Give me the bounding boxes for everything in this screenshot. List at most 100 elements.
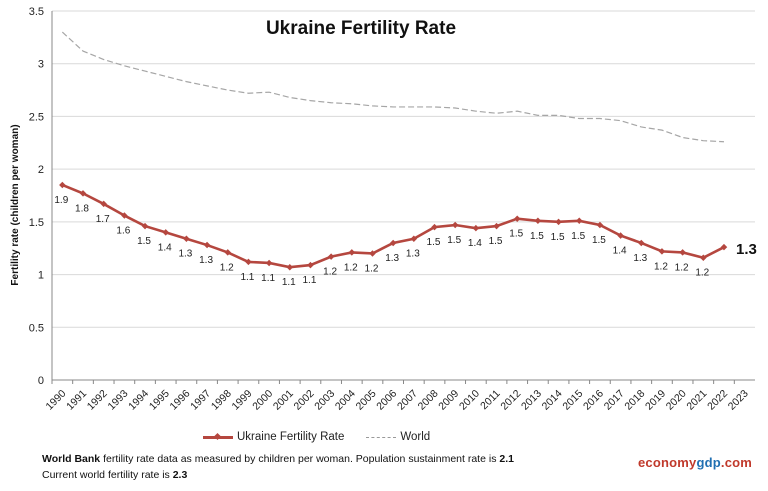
- x-tick-label: 2015: [560, 388, 585, 413]
- chart-title: Ukraine Fertility Rate: [266, 18, 456, 39]
- x-tick-label: 2002: [292, 388, 317, 413]
- ukraine-point: [203, 241, 211, 249]
- x-tick-label: 2014: [540, 388, 565, 413]
- legend-label-ukraine: Ukraine Fertility Rate: [237, 431, 345, 443]
- ukraine-point: [327, 253, 335, 260]
- x-tick-label: 2008: [416, 388, 441, 413]
- x-tick-label: 2023: [726, 388, 751, 413]
- ukraine-series: [59, 181, 728, 271]
- data-label: 1.3: [385, 253, 399, 264]
- data-label: 1.9: [54, 195, 68, 206]
- world-line-swatch: [366, 436, 397, 438]
- data-label: 1.1: [261, 273, 275, 284]
- ukraine-point: [472, 224, 480, 232]
- data-label: 1.5: [489, 236, 503, 247]
- world-series: [61, 31, 725, 143]
- footnote-line-2: Current world fertility rate is 2.3: [42, 469, 187, 481]
- x-tick-label: 1992: [85, 388, 110, 413]
- brand-logo: economygdp.com: [638, 455, 752, 470]
- data-label: 1.3: [406, 249, 420, 260]
- data-label: 1.7: [96, 214, 110, 225]
- data-label: 1.5: [592, 235, 606, 246]
- data-label: 1.3: [178, 249, 192, 260]
- x-tick-label: 2005: [354, 388, 379, 413]
- data-label: 1.5: [551, 232, 565, 243]
- ukraine-point: [265, 259, 273, 267]
- x-tick-label: 2007: [395, 388, 420, 413]
- ukraine-point: [224, 249, 232, 256]
- x-tick-label: 2006: [374, 388, 399, 413]
- x-tick-label: 1997: [188, 388, 213, 413]
- data-label: 1.2: [365, 263, 379, 274]
- data-label: 1.3: [199, 255, 213, 266]
- world-line: [61, 31, 725, 143]
- ukraine-point: [141, 222, 149, 230]
- ukraine-point: [431, 223, 438, 231]
- x-tick-label: 2018: [622, 388, 647, 413]
- data-label: 1.2: [323, 267, 337, 278]
- ukraine-point: [79, 190, 87, 197]
- ukraine-point: [575, 217, 583, 225]
- x-tick-label: 2001: [271, 388, 296, 413]
- data-label: 1.5: [530, 231, 544, 242]
- ukraine-point: [534, 217, 542, 225]
- data-labels: 1.9 1.8 1.7 1.6 1.5 1.4 1.3 1.3 1.2 1.1 1.1 1.1 1.1 1…: [54, 195, 709, 288]
- data-label: 1.2: [695, 268, 709, 279]
- y-tick-label: 3.5: [29, 6, 44, 18]
- footnote-line-1: World Bank fertility rate data as measur…: [42, 453, 514, 465]
- data-label: 1.5: [447, 235, 461, 246]
- ukraine-point: [307, 261, 314, 269]
- data-label: 1.4: [158, 242, 172, 253]
- x-tick-label: 1999: [230, 388, 255, 413]
- y-tick-label: 1.5: [29, 217, 44, 229]
- ukraine-point: [348, 249, 356, 256]
- x-tick-label: 2017: [602, 388, 627, 413]
- ukraine-point: [389, 239, 397, 247]
- data-label: 1.1: [282, 277, 296, 288]
- x-tick-label: 2022: [705, 388, 730, 413]
- data-label: 1.5: [427, 237, 441, 248]
- data-label: 1.8: [75, 203, 89, 214]
- data-label: 1.6: [116, 226, 130, 237]
- x-tick-label: 1996: [168, 388, 193, 413]
- ukraine-point: [617, 232, 624, 239]
- sustainment-rate-value: 2.1: [499, 453, 514, 465]
- ukraine-point: [720, 243, 728, 251]
- ukraine-point: [121, 212, 128, 219]
- y-tick-label: 0: [38, 375, 44, 387]
- ukraine-point: [679, 249, 686, 256]
- x-tick-label: 1991: [64, 388, 89, 413]
- ukraine-point: [410, 235, 418, 242]
- data-label: 1.2: [675, 262, 689, 273]
- data-label: 1.1: [303, 275, 317, 286]
- legend-item-ukraine: Ukraine Fertility Rate: [203, 431, 344, 443]
- x-tick-label: 2003: [312, 388, 337, 413]
- legend: Ukraine Fertility Rate World: [203, 431, 452, 443]
- x-tick-label: 2020: [664, 388, 689, 413]
- footnote-text-1: fertility rate data as measured by child…: [100, 453, 500, 465]
- x-tick-label: 2010: [457, 388, 482, 413]
- data-label: 1.2: [344, 262, 358, 273]
- legend-item-world: World: [366, 431, 430, 443]
- y-tick-label: 0.5: [29, 322, 44, 334]
- world-rate-value: 2.3: [172, 469, 188, 481]
- ukraine-line-swatch: [203, 435, 233, 439]
- ukraine-point: [513, 215, 521, 222]
- y-tick-label: 2: [38, 164, 44, 176]
- data-label: 1.4: [613, 246, 627, 257]
- y-axis-label: Fertility rate (children per woman): [10, 124, 21, 285]
- ukraine-point: [245, 258, 252, 266]
- y-tick-label: 1: [38, 270, 44, 282]
- y-tick-labels: 0 0.5 1 1.5 2 2.5 3 3.5: [29, 6, 44, 387]
- brand-part-3: .com: [720, 455, 753, 470]
- data-label: 1.1: [240, 272, 254, 283]
- x-tick-label: 1993: [105, 388, 130, 413]
- y-tick-label: 3: [38, 59, 44, 71]
- data-label: 1.5: [509, 229, 523, 240]
- x-tick-label: 2009: [436, 388, 461, 413]
- axes: [51, 11, 755, 384]
- data-label: 1.2: [654, 261, 668, 272]
- y-tick-label: 2.5: [29, 111, 44, 123]
- x-tick-label: 2013: [519, 388, 544, 413]
- x-tick-label: 2011: [478, 388, 503, 413]
